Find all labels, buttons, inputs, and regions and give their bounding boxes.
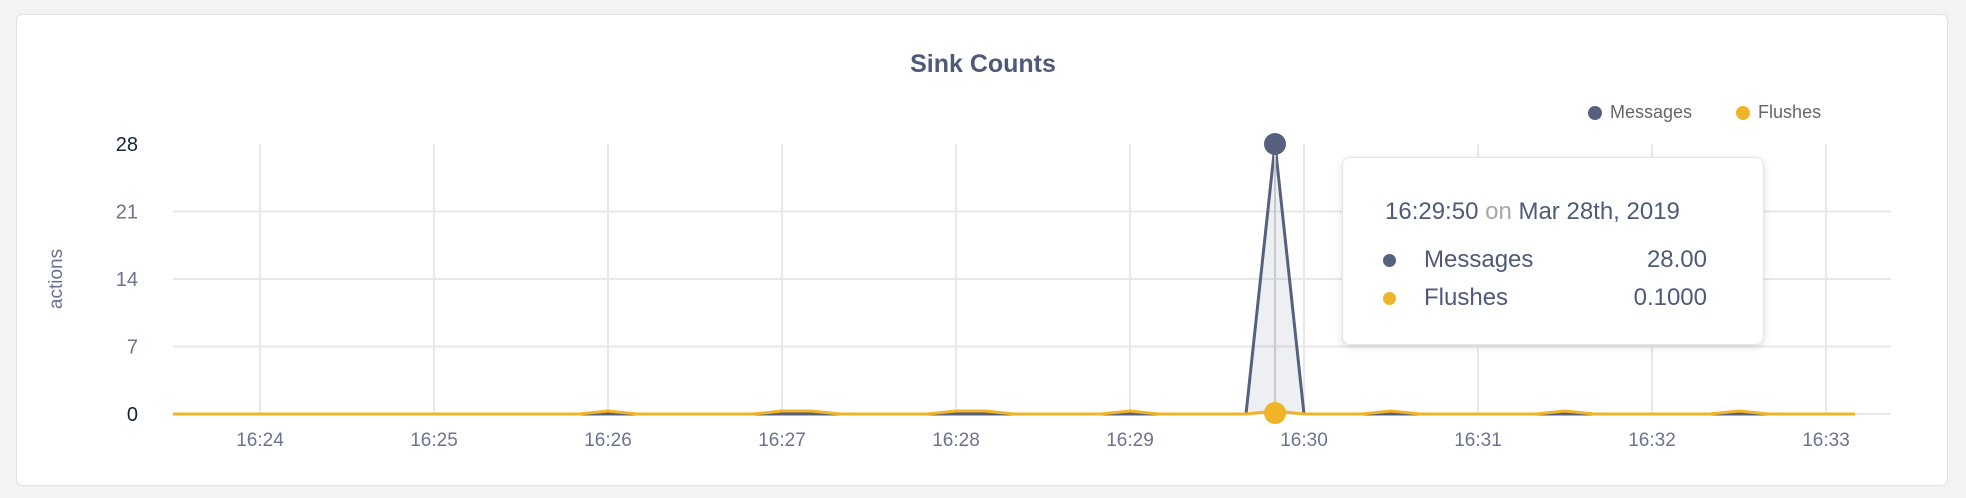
x-tick-label: 16:25 [410, 430, 458, 451]
x-tick-label: 16:33 [1802, 430, 1850, 451]
messages-hover-marker [1264, 133, 1286, 155]
tooltip-on: on [1485, 198, 1512, 225]
tooltip-row-flushes: Flushes 0.1000 [1383, 284, 1707, 312]
y-tick-label: 14 [116, 269, 138, 291]
y-tick-label: 0 [127, 404, 138, 426]
x-tick-label: 16:27 [758, 430, 806, 451]
x-tick-label: 16:31 [1454, 430, 1502, 451]
legend-label-flushes: Flushes [1758, 102, 1822, 122]
tooltip-value-flushes: 0.1000 [1633, 284, 1707, 311]
tooltip-dot-messages [1383, 253, 1396, 267]
tooltip-label-messages: Messages [1424, 246, 1534, 273]
y-tick-label: 7 [127, 337, 138, 359]
tooltip: 16:29:50 on Mar 28th, 2019 Messages 28.0… [1342, 157, 1764, 345]
x-tick-label: 16:32 [1628, 430, 1676, 451]
legend-item-flushes[interactable]: Flushes [1736, 102, 1821, 123]
x-tick-label: 16:29 [1106, 430, 1154, 451]
legend-dot-messages [1588, 105, 1602, 120]
y-tick-label: 21 [116, 202, 138, 224]
tooltip-header: 16:29:50 on Mar 28th, 2019 [1385, 198, 1680, 226]
tooltip-row-messages: Messages 28.00 [1383, 246, 1707, 274]
x-tick-label: 16:30 [1280, 430, 1328, 451]
tooltip-date: Mar 28th, 2019 [1518, 198, 1680, 225]
legend-label-messages: Messages [1610, 102, 1693, 122]
y-tick-label: 28 [116, 134, 138, 156]
legend: Messages Flushes [1588, 102, 1821, 123]
legend-item-messages[interactable]: Messages [1588, 102, 1692, 123]
legend-dot-flushes [1736, 105, 1751, 120]
flushes-hover-marker [1264, 402, 1286, 425]
y-axis-label: actions [46, 249, 67, 309]
x-tick-label: 16:28 [932, 430, 980, 451]
tooltip-value-messages: 28.00 [1646, 246, 1707, 273]
tooltip-dot-flushes [1383, 291, 1396, 305]
tooltip-time: 16:29:50 [1385, 198, 1479, 225]
tooltip-label-flushes: Flushes [1424, 284, 1509, 311]
flushes-line [173, 409, 1855, 416]
x-tick-label: 16:24 [236, 430, 284, 451]
chart-title: Sink Counts [910, 50, 1056, 78]
x-tick-label: 16:26 [584, 430, 632, 451]
